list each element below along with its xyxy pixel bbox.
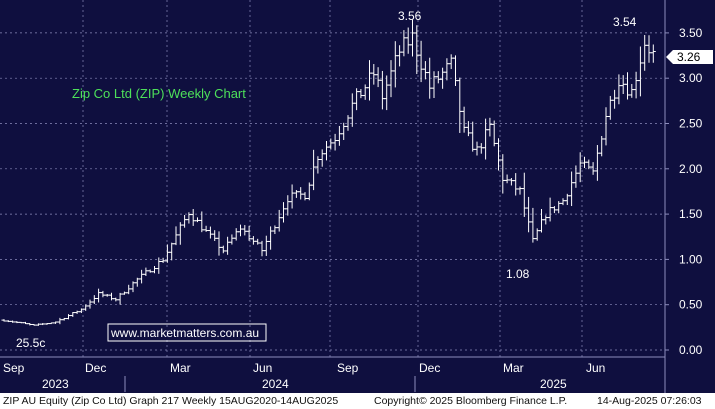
annotation-high-2024: 3.56 [398, 9, 422, 23]
ohlc-bar-151 [650, 44, 656, 63]
ohlc-bars [1, 19, 656, 326]
x-month-label-1: Dec [85, 361, 106, 375]
grid-lines [0, 0, 665, 357]
chart-title: Zip Co Ltd (ZIP) Weekly Chart [72, 86, 246, 101]
x-month-label-5: Dec [419, 361, 440, 375]
current-price-marker [666, 50, 713, 64]
watermark-box [107, 323, 267, 342]
y-tick-label-1: 0.50 [679, 298, 703, 312]
y-tick-label-7: 3.50 [679, 26, 703, 40]
y-tick-label-5: 2.50 [679, 117, 703, 131]
x-month-label-2: Mar [170, 361, 191, 375]
annotation-low-2025: 1.08 [506, 267, 530, 281]
x-month-label-3: Jun [253, 361, 272, 375]
annotation-low-2023: 25.5c [16, 336, 45, 350]
chart-footer: ZIP AU Equity (Zip Co Ltd) Graph 217 Wee… [0, 393, 715, 409]
footer-timestamp: 14-Aug-2025 07:26:03 [597, 395, 702, 407]
y-tick-label-4: 2.00 [679, 162, 703, 176]
current-price-label: 3.26 [677, 50, 701, 64]
y-tick-label-6: 3.00 [679, 71, 703, 85]
y-tick-label-2: 1.00 [679, 252, 703, 266]
y-axis: 0.00 0.50 1.00 1.50 2.00 2.50 3.00 3.50 [665, 26, 703, 357]
annotation-high-2025: 3.54 [613, 15, 637, 29]
x-month-label-4: Sep [337, 361, 359, 375]
footer-copyright: Copyright© 2025 Bloomberg Finance L.P. [374, 395, 568, 407]
footer-security-info: ZIP AU Equity (Zip Co Ltd) Graph 217 Wee… [3, 395, 339, 407]
watermark-link[interactable]: www.marketmatters.com.au [110, 326, 259, 340]
x-month-label-0: Sep [3, 361, 25, 375]
x-year-label-0: 2023 [42, 377, 69, 391]
x-month-label-7: Jun [586, 361, 605, 375]
y-tick-label-0: 0.00 [679, 343, 703, 357]
y-tick-label-3: 1.50 [679, 207, 703, 221]
x-month-label-6: Mar [503, 361, 524, 375]
x-year-label-1: 2024 [262, 377, 289, 391]
current-price-tag: 3.26 [666, 50, 713, 64]
x-year-label-2: 2025 [540, 377, 567, 391]
x-axis: Sep Dec Mar Jun Sep Dec Mar Jun 2023 2024 2025 [3, 361, 605, 392]
